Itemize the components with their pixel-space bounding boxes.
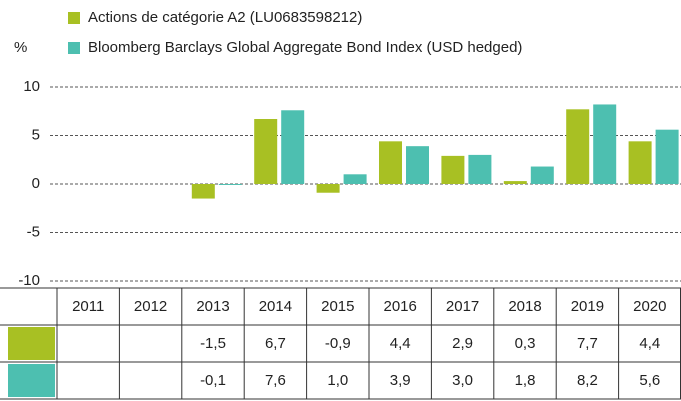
bar <box>343 174 367 184</box>
table-value: 1,0 <box>327 372 348 389</box>
bar <box>503 181 527 184</box>
table-value: 4,4 <box>639 335 660 352</box>
table-swatch <box>8 327 55 360</box>
x-tick-label: 2014 <box>259 298 292 315</box>
bar <box>191 184 215 199</box>
bar <box>530 166 554 184</box>
bar <box>218 184 242 185</box>
x-tick-label: 2015 <box>321 298 354 315</box>
table-value: 3,0 <box>452 372 473 389</box>
bar <box>281 110 305 184</box>
y-tick-label: -5 <box>27 223 40 240</box>
legend-swatch <box>68 12 80 24</box>
x-tick-label: 2017 <box>446 298 479 315</box>
table-value: 2,9 <box>452 335 473 352</box>
bar <box>468 154 492 184</box>
table-value: 5,6 <box>639 372 660 389</box>
bar <box>379 141 402 184</box>
y-tick-label: 5 <box>32 126 40 143</box>
bar <box>593 104 617 184</box>
x-tick-label: 2019 <box>571 298 604 315</box>
x-tick-label: 2011 <box>72 298 104 315</box>
bar <box>628 141 652 184</box>
x-tick-label: 2018 <box>508 298 541 315</box>
table-value: -0,9 <box>325 335 351 352</box>
table-value: -1,5 <box>200 335 226 352</box>
y-tick-label: 10 <box>23 78 40 95</box>
y-tick-label: -10 <box>18 272 40 289</box>
bar <box>441 155 465 184</box>
bar <box>406 146 429 184</box>
bar <box>316 184 340 193</box>
x-tick-label: 2013 <box>196 298 229 315</box>
legend-label: Actions de catégorie A2 (LU0683598212) <box>88 9 362 26</box>
table-value: 8,2 <box>577 372 598 389</box>
table-value: 7,7 <box>577 335 598 352</box>
legend-label: Bloomberg Barclays Global Aggregate Bond… <box>88 39 522 56</box>
y-tick-label: 0 <box>32 175 40 192</box>
table-value: 1,8 <box>515 372 536 389</box>
table-swatch <box>8 364 55 397</box>
bar <box>566 109 590 184</box>
y-axis-label: % <box>14 39 27 56</box>
x-tick-label: 2020 <box>633 298 666 315</box>
table-value: 4,4 <box>390 335 411 352</box>
bar <box>655 129 679 184</box>
table-value: -0,1 <box>200 372 226 389</box>
bar <box>254 119 278 184</box>
table-value: 0,3 <box>515 335 536 352</box>
table-value: 3,9 <box>390 372 411 389</box>
table-value: 6,7 <box>265 335 286 352</box>
legend-swatch <box>68 42 80 54</box>
x-tick-label: 2016 <box>384 298 417 315</box>
x-tick-label: 2012 <box>134 298 167 315</box>
table-value: 7,6 <box>265 372 286 389</box>
